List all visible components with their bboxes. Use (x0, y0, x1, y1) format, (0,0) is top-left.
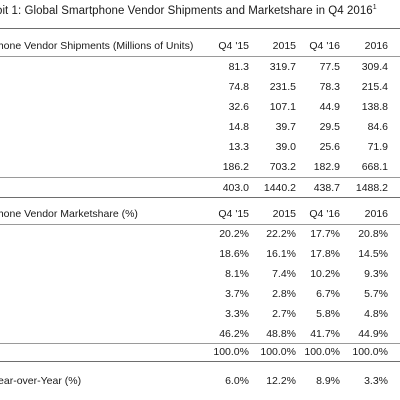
cell: 4.8% (364, 308, 388, 320)
cell: 231.5 (269, 81, 296, 93)
exhibit-title: oit 1: Global Smartphone Vendor Shipment… (0, 4, 377, 17)
total-cell: 1440.2 (263, 182, 296, 194)
cell: 8.1% (225, 268, 249, 280)
col-header: 2015 (272, 208, 296, 220)
total-cell: 100.0% (352, 346, 388, 358)
table-row: 3.7% 2.8% 6.7% 5.7% (0, 288, 400, 308)
total-cell: 403.0 (222, 182, 249, 194)
cell: 215.4 (361, 81, 388, 93)
cell: 309.4 (361, 61, 388, 73)
cell: 20.8% (358, 228, 388, 240)
marketshare-header-row: phone Vendor Marketshare (%) Q4 '15 2015… (0, 208, 400, 228)
divider (0, 224, 400, 225)
cell: 10.2% (310, 268, 340, 280)
shipments-header-row: phone Vendor Shipments (Millions of Unit… (0, 40, 400, 60)
yoy-cell: 12.2% (266, 375, 296, 387)
cell: 5.7% (364, 288, 388, 300)
total-cell: 100.0% (260, 346, 296, 358)
divider (0, 197, 400, 198)
cell: 78.3 (319, 81, 340, 93)
cell: 20.2% (219, 228, 249, 240)
col-header: 2016 (364, 208, 388, 220)
cell: 703.2 (269, 161, 296, 173)
table-row: 20.2% 22.2% 17.7% 20.8% (0, 228, 400, 248)
col-header: 2015 (272, 40, 296, 52)
shipments-header-label: phone Vendor Shipments (Millions of Unit… (0, 40, 194, 52)
yoy-cell: 6.0% (225, 375, 249, 387)
total-row: 403.0 1440.2 438.7 1488.2 (0, 182, 400, 202)
cell: 14.5% (358, 248, 388, 260)
cell: 3.3% (225, 308, 249, 320)
total-row: 100.0% 100.0% 100.0% 100.0% (0, 346, 400, 366)
col-header: Q4 '16 (309, 208, 340, 220)
cell: 39.7 (275, 121, 296, 133)
table-row: 3.3% 2.7% 5.8% 4.8% (0, 308, 400, 328)
cell: 22.2% (266, 228, 296, 240)
cell: 44.9% (358, 328, 388, 340)
cell: 186.2 (222, 161, 249, 173)
table-row: 13.3 39.0 25.6 71.9 (0, 141, 400, 161)
exhibit-title-text: oit 1: Global Smartphone Vendor Shipment… (0, 5, 373, 17)
total-cell: 100.0% (213, 346, 249, 358)
cell: 17.8% (310, 248, 340, 260)
divider (0, 177, 400, 178)
cell: 5.8% (316, 308, 340, 320)
cell: 9.3% (364, 268, 388, 280)
cell: 2.8% (272, 288, 296, 300)
yoy-cell: 3.3% (364, 375, 388, 387)
cell: 14.8 (228, 121, 249, 133)
table-row: 74.8 231.5 78.3 215.4 (0, 81, 400, 101)
table-row: 18.6% 16.1% 17.8% 14.5% (0, 248, 400, 268)
cell: 48.8% (266, 328, 296, 340)
total-cell: 100.0% (304, 346, 340, 358)
table-row: 32.6 107.1 44.9 138.8 (0, 101, 400, 121)
cell: 74.8 (228, 81, 249, 93)
table-row: 14.8 39.7 29.5 84.6 (0, 121, 400, 141)
table-row: 81.3 319.7 77.5 309.4 (0, 61, 400, 81)
cell: 668.1 (361, 161, 388, 173)
cell: 39.0 (275, 141, 296, 153)
col-header: Q4 '15 (218, 40, 249, 52)
col-header: 2016 (364, 40, 388, 52)
cell: 138.8 (361, 101, 388, 113)
yoy-row: Year-over-Year (%) 6.0% 12.2% 8.9% 3.3% (0, 375, 400, 395)
cell: 41.7% (310, 328, 340, 340)
cell: 2.7% (272, 308, 296, 320)
cell: 81.3 (228, 61, 249, 73)
cell: 17.7% (310, 228, 340, 240)
cell: 71.9 (367, 141, 388, 153)
cell: 29.5 (319, 121, 340, 133)
cell: 84.6 (367, 121, 388, 133)
cell: 6.7% (316, 288, 340, 300)
cell: 3.7% (225, 288, 249, 300)
divider (0, 343, 400, 344)
cell: 18.6% (219, 248, 249, 260)
cell: 46.2% (219, 328, 249, 340)
total-cell: 438.7 (313, 182, 340, 194)
divider (0, 361, 400, 362)
title-divider (0, 28, 400, 29)
yoy-label: Year-over-Year (%) (0, 375, 82, 387)
cell: 77.5 (319, 61, 340, 73)
cell: 182.9 (313, 161, 340, 173)
divider (0, 56, 400, 57)
cell: 16.1% (266, 248, 296, 260)
marketshare-header-label: phone Vendor Marketshare (%) (0, 208, 138, 220)
cell: 44.9 (319, 101, 340, 113)
cell: 13.3 (228, 141, 249, 153)
table-row: 46.2% 48.8% 41.7% 44.9% (0, 328, 400, 348)
cell: 25.6 (319, 141, 340, 153)
cell: 32.6 (228, 101, 249, 113)
col-header: Q4 '16 (309, 40, 340, 52)
yoy-cell: 8.9% (316, 375, 340, 387)
table-row: 186.2 703.2 182.9 668.1 (0, 161, 400, 181)
col-header: Q4 '15 (218, 208, 249, 220)
cell: 7.4% (272, 268, 296, 280)
title-footnote: 1 (372, 4, 377, 11)
cell: 319.7 (269, 61, 296, 73)
cell: 107.1 (269, 101, 296, 113)
total-cell: 1488.2 (355, 182, 388, 194)
table-row: 8.1% 7.4% 10.2% 9.3% (0, 268, 400, 288)
